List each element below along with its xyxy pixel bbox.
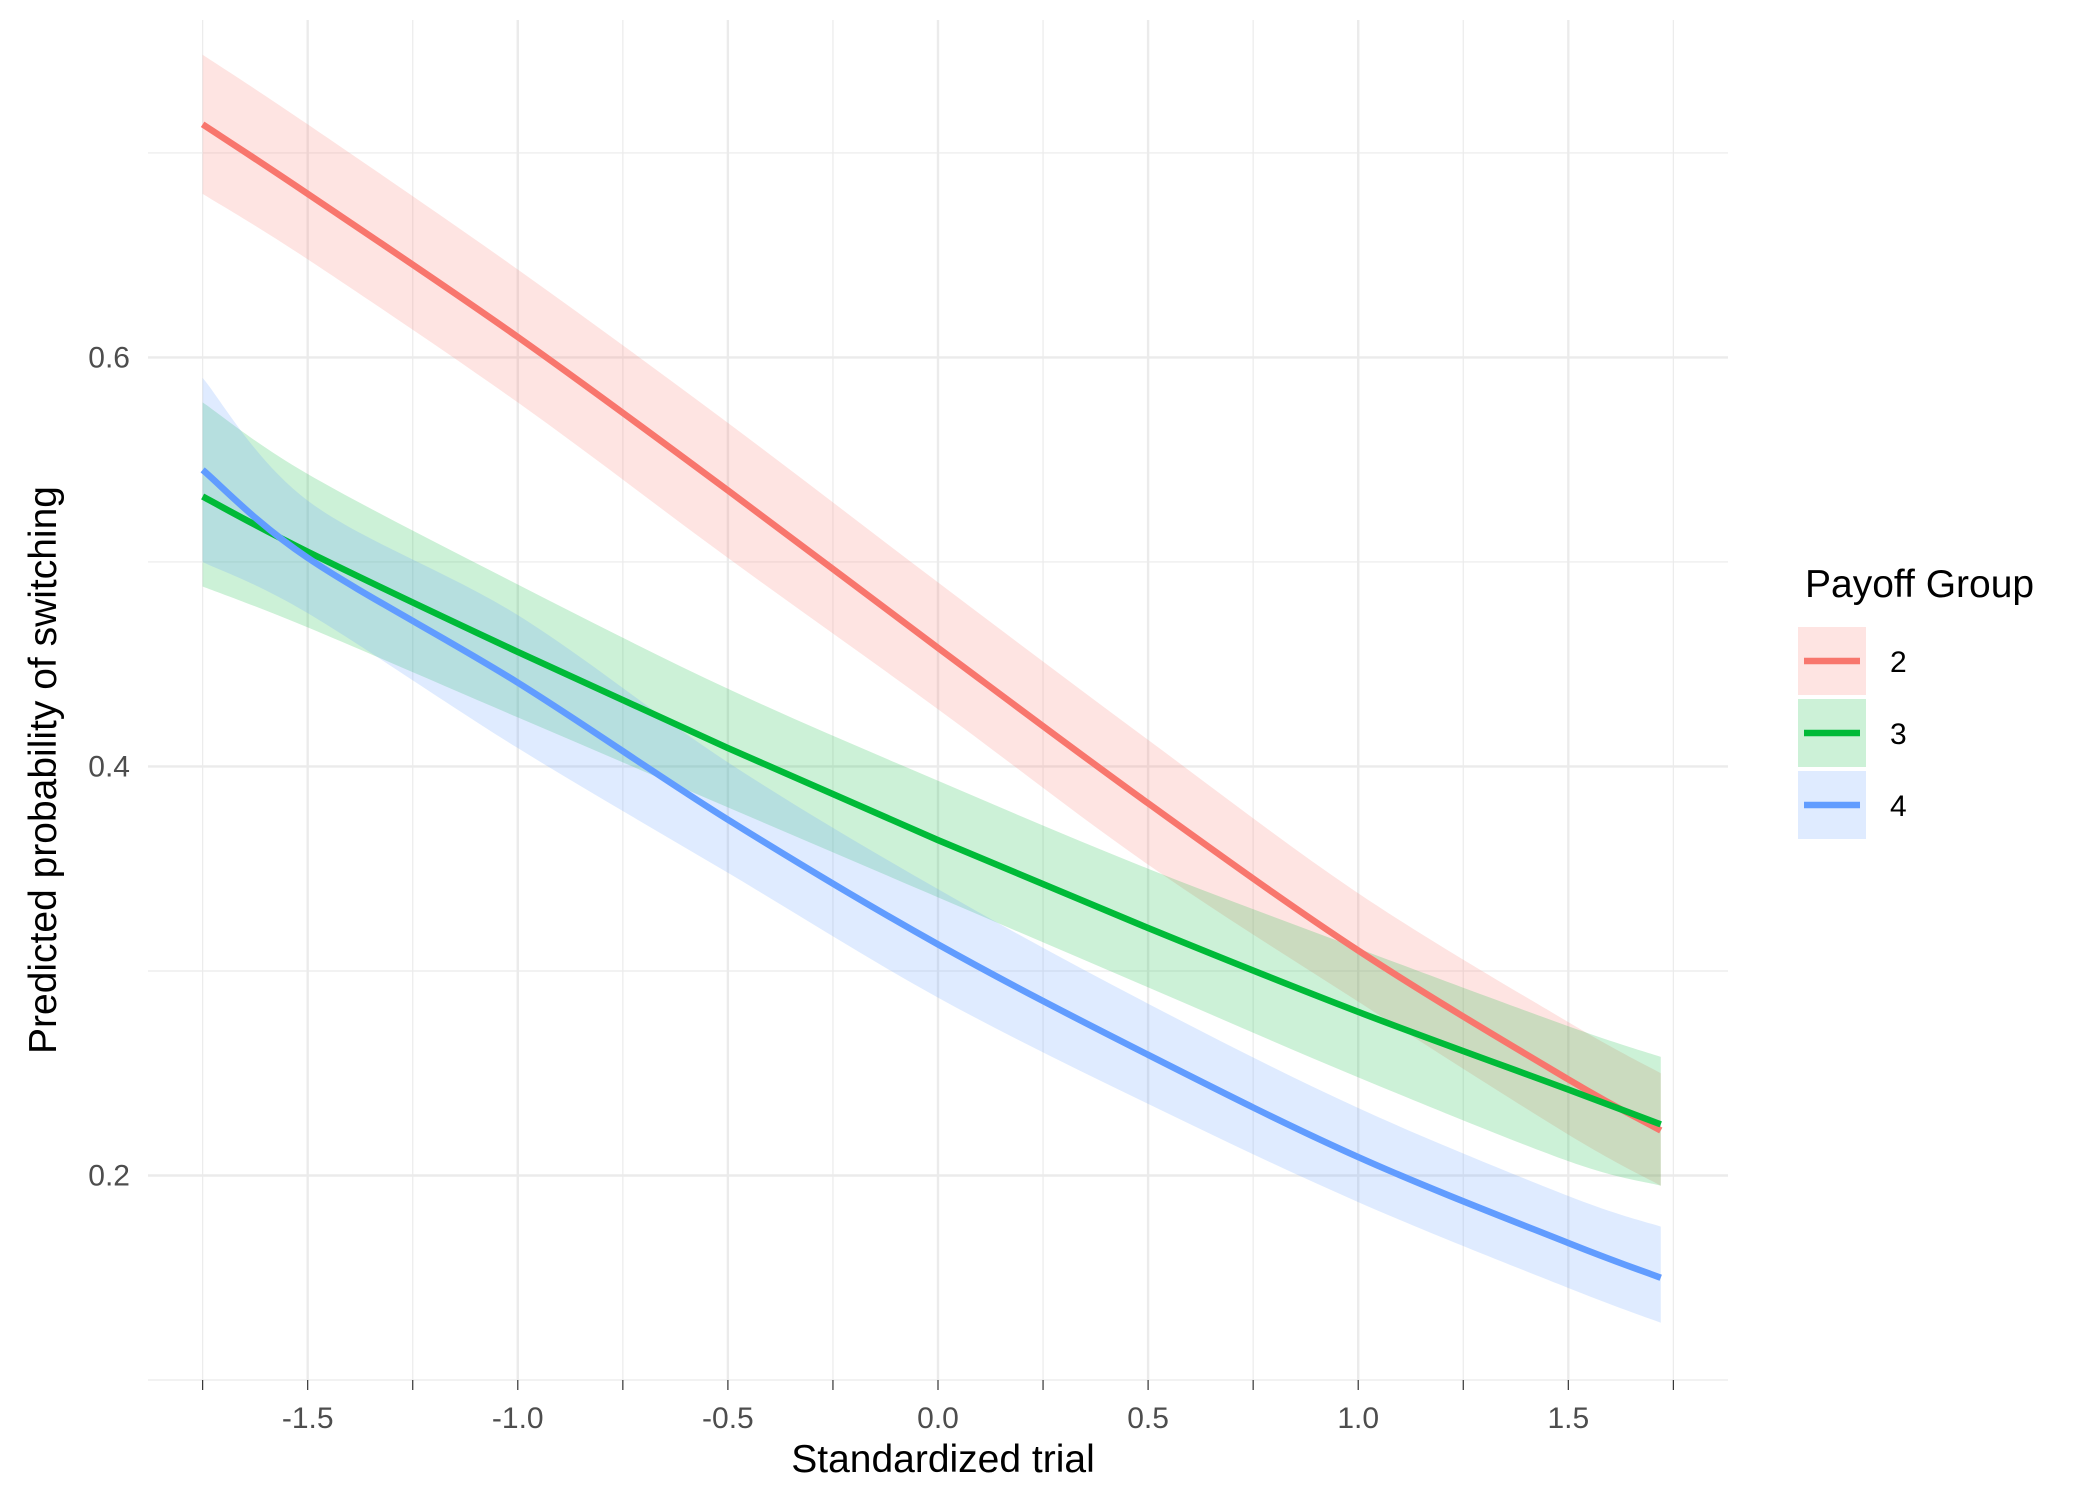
legend-item-3: 3 bbox=[1798, 699, 1907, 767]
line-series-2 bbox=[200, 121, 1663, 1134]
x-tick-label: 0.0 bbox=[917, 1402, 959, 1435]
major-gridlines bbox=[148, 20, 1728, 1380]
x-tick-label: 1.5 bbox=[1547, 1402, 1589, 1435]
x-tick-label: 0.5 bbox=[1127, 1402, 1169, 1435]
y-tick-label: 0.2 bbox=[88, 1159, 130, 1192]
legend: Payoff Group 2 3 4 bbox=[1798, 563, 2034, 839]
line-series-3 bbox=[201, 493, 1662, 1128]
y-tick-label: 0.6 bbox=[88, 341, 130, 374]
legend-label-4: 4 bbox=[1890, 790, 1907, 823]
legend-label-3: 3 bbox=[1890, 718, 1907, 751]
x-tick-label: -1.0 bbox=[492, 1402, 544, 1435]
ribbon-series-2 bbox=[202, 54, 1661, 1186]
ribbon-series-3 bbox=[202, 402, 1661, 1186]
x-tick-label: -0.5 bbox=[702, 1402, 754, 1435]
y-axis-ticks: 0.2 0.4 0.6 bbox=[88, 341, 130, 1192]
y-tick-label: 0.4 bbox=[88, 750, 130, 783]
x-tick-label: -1.5 bbox=[282, 1402, 334, 1435]
x-axis-title: Standardized trial bbox=[791, 1438, 1095, 1481]
x-tick-label: 1.0 bbox=[1337, 1402, 1379, 1435]
legend-title: Payoff Group bbox=[1805, 563, 2034, 606]
series-lines bbox=[200, 121, 1663, 1281]
x-axis-ticks: -1.5 -1.0 -0.5 0.0 0.5 1.0 1.5 bbox=[202, 1380, 1674, 1435]
ribbon-series-4 bbox=[202, 377, 1661, 1323]
legend-item-2: 2 bbox=[1798, 627, 1907, 695]
confidence-ribbons bbox=[202, 54, 1661, 1323]
y-axis-title: Predicted probability of switching bbox=[22, 486, 65, 1054]
line-series-4 bbox=[200, 467, 1662, 1281]
legend-label-2: 2 bbox=[1890, 646, 1907, 679]
legend-item-4: 4 bbox=[1798, 771, 1907, 839]
